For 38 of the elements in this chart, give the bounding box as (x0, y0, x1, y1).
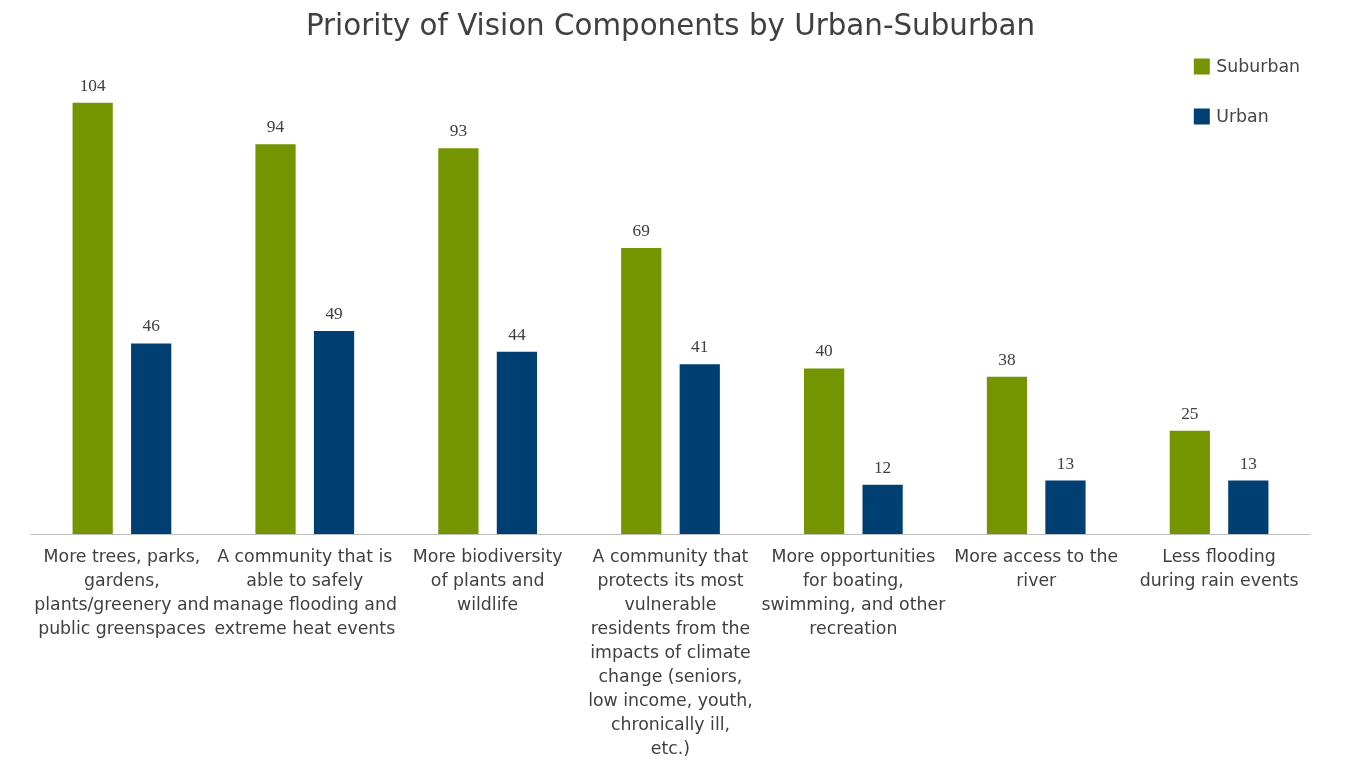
chart-title: Priority of Vision Components by Urban-Suburban (305, 7, 1036, 42)
data-label: 13 (1056, 453, 1075, 473)
x-tick-label: More trees, parks, gardens, plants/greenery and public greenspaces (34, 545, 210, 638)
bar (131, 343, 172, 535)
data-label: 94 (266, 117, 285, 137)
data-label: 46 (142, 316, 161, 336)
data-label: 40 (815, 341, 833, 361)
bar (803, 368, 845, 535)
bar (313, 331, 355, 535)
data-label: 38 (998, 349, 1016, 369)
legend-label: Urban (1216, 106, 1269, 126)
data-label: 104 (79, 75, 106, 95)
bar (255, 144, 296, 535)
data-label: 12 (873, 457, 892, 477)
x-tick-label: More biodiversity of plants and wildlife (412, 545, 563, 614)
bar (438, 148, 479, 535)
data-label: 93 (449, 121, 468, 141)
data-label: 69 (632, 220, 650, 240)
bar (496, 351, 538, 535)
legend-label: Suburban (1216, 56, 1300, 76)
bar (679, 364, 720, 535)
x-tick-label: Less flooding during rain events (1139, 545, 1299, 590)
category-label: A community that protects its most vulnerable residents from the impacts of climate change (seniors, low income, youth, chronically ill, etc.) (588, 545, 753, 758)
bar (1045, 480, 1086, 535)
bar (986, 376, 1028, 535)
x-tick-label: A community that is able to safely manage flooding and extreme heat events (212, 545, 397, 638)
data-label: 49 (325, 304, 343, 324)
bar (862, 484, 903, 535)
bar (72, 102, 113, 535)
x-tick-label: More access to the river (954, 545, 1119, 590)
data-label: 25 (1181, 403, 1199, 423)
x-tick-label: More opportunities for boating, swimming, and other recreation (761, 545, 947, 638)
data-label: 13 (1239, 453, 1257, 473)
bar (621, 247, 662, 535)
data-label: 41 (691, 337, 709, 357)
bar (1169, 430, 1210, 535)
data-label: 44 (508, 324, 526, 344)
bar (1228, 480, 1269, 535)
